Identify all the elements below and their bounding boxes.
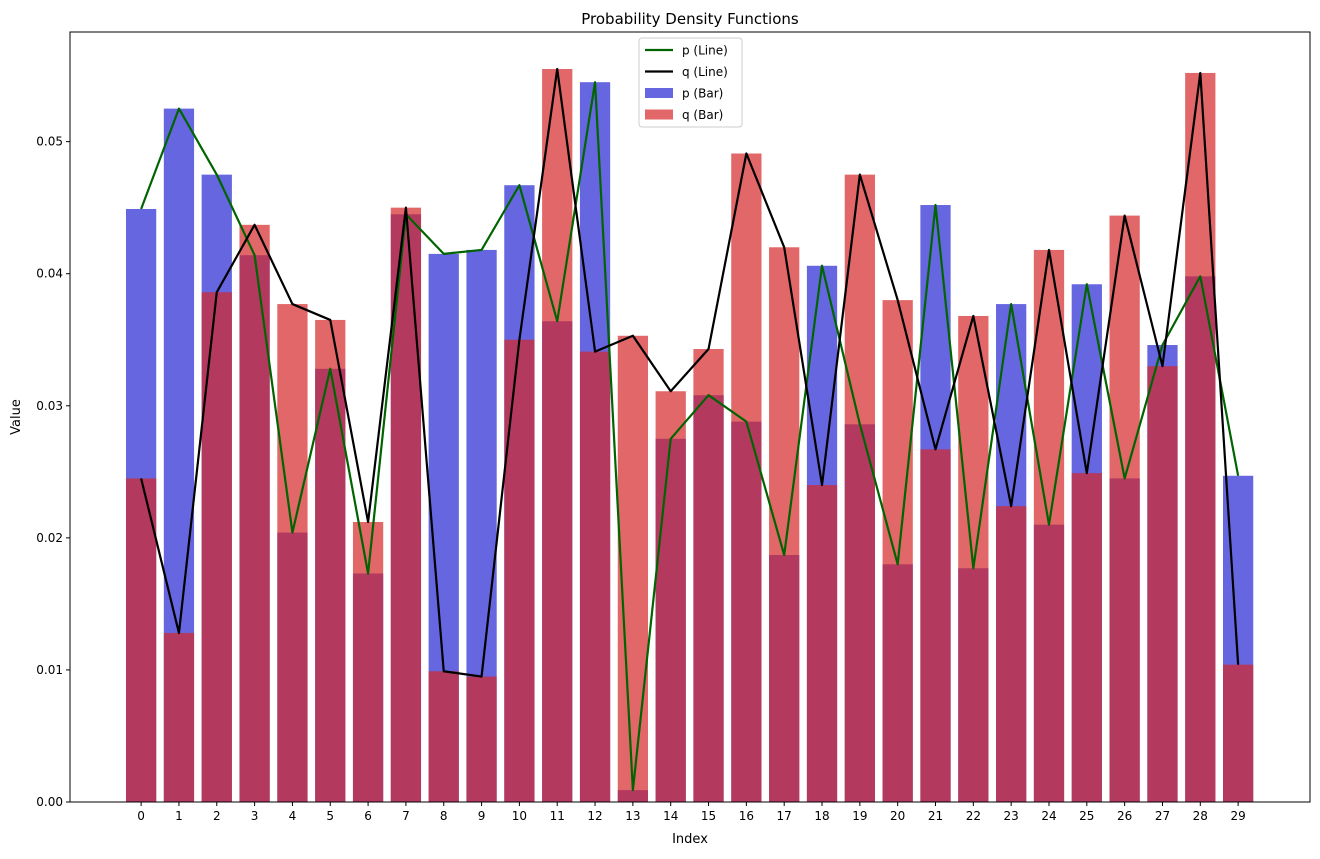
x-tick-label: 14 (663, 809, 678, 823)
y-axis-label: Value (9, 399, 24, 435)
bar-q-11 (542, 68, 573, 802)
y-ticks: 0.00 0.01 0.02 0.03 0.04 0.05 (36, 135, 70, 809)
bar-q-27 (1147, 366, 1178, 802)
x-tick-label: 22 (966, 809, 981, 823)
bar-q-21 (920, 449, 951, 802)
line-q (140, 67, 1240, 678)
bar-q-3 (239, 224, 270, 802)
bar-q-28 (1185, 72, 1216, 802)
bar-q-23 (996, 506, 1027, 802)
bar-q-18 (806, 485, 838, 802)
legend-frame (638, 37, 743, 128)
x-tick-label: 18 (814, 809, 829, 823)
x-tick-label: 20 (890, 809, 905, 823)
y-tick-label: 0.01 (36, 663, 63, 677)
bar-q-0 (125, 478, 157, 802)
x-tick-label: 28 (1193, 809, 1208, 823)
x-tick-label: 13 (625, 809, 640, 823)
legend: p (Line) q (Line) p (Bar) q (Bar) (638, 37, 743, 128)
bar-q-24 (1033, 249, 1065, 802)
x-tick-label: 2 (213, 809, 221, 823)
lines (140, 67, 1240, 792)
x-tick-label: 25 (1079, 809, 1094, 823)
legend-label: q (Line) (682, 65, 728, 79)
bar-q-19 (844, 174, 875, 803)
x-tick-label: 6 (364, 809, 372, 823)
x-tick-label: 0 (137, 809, 145, 823)
x-tick-label: 1 (175, 809, 183, 823)
bar-q-25 (1071, 473, 1102, 802)
x-tick-label: 21 (928, 809, 943, 823)
x-tick-label: 3 (251, 809, 259, 823)
bar-q-12 (579, 351, 611, 802)
legend-swatch-q-bar (645, 109, 673, 120)
x-tick-label: 23 (1004, 809, 1019, 823)
x-tick-label: 5 (326, 809, 334, 823)
chart-title: Probability Density Functions (581, 10, 799, 28)
bar-q-29 (1222, 664, 1254, 802)
x-tick-label: 9 (478, 809, 486, 823)
legend-label: q (Bar) (682, 108, 723, 122)
x-tick-label: 15 (701, 809, 716, 823)
y-tick-label: 0.05 (36, 135, 63, 149)
bar-q-10 (504, 339, 535, 802)
bar-q-14 (655, 391, 686, 802)
x-tick-label: 16 (739, 809, 754, 823)
x-tick-label: 19 (852, 809, 867, 823)
x-tick-label: 12 (587, 809, 602, 823)
x-tick-label: 24 (1041, 809, 1056, 823)
y-tick-label: 0.00 (36, 795, 63, 809)
line-p (140, 81, 1240, 792)
bar-q-8 (428, 671, 459, 802)
bars (125, 68, 1254, 803)
bar-q-13 (617, 335, 649, 802)
legend-swatch-p-bar (645, 88, 673, 98)
bar-q-16 (731, 153, 762, 803)
x-tick-label: 4 (289, 809, 297, 823)
x-tick-label: 11 (550, 809, 565, 823)
legend-label: p (Bar) (682, 87, 723, 101)
x-tick-label: 8 (440, 809, 448, 823)
x-tick-label: 27 (1155, 809, 1170, 823)
bar-q-20 (882, 300, 913, 802)
bar-q-15 (693, 348, 724, 802)
x-tick-label: 17 (777, 809, 792, 823)
legend-label: p (Line) (682, 44, 728, 58)
x-tick-label: 26 (1117, 809, 1132, 823)
y-tick-label: 0.03 (36, 399, 63, 413)
bar-q-9 (466, 676, 497, 802)
x-tick-label: 10 (512, 809, 527, 823)
x-axis-label: Index (672, 832, 708, 847)
bar-q-1 (163, 632, 195, 802)
bar-q-17 (769, 247, 800, 802)
y-tick-label: 0.02 (36, 531, 63, 545)
x-tick-label: 7 (402, 809, 410, 823)
bar-q-5 (315, 319, 346, 802)
x-tick-label: 29 (1230, 809, 1245, 823)
y-tick-label: 0.04 (36, 267, 63, 281)
bar-q-26 (1109, 215, 1140, 802)
bar-q-2 (201, 292, 232, 802)
bar-q-4 (277, 304, 308, 802)
plot-area-frame (69, 31, 1311, 803)
x-ticks: 0 1 2 3 4 5 6 7 8 9 10 11 12 13 14 15 16 17 18 19 20 21 22 23 24… (137, 802, 1246, 823)
